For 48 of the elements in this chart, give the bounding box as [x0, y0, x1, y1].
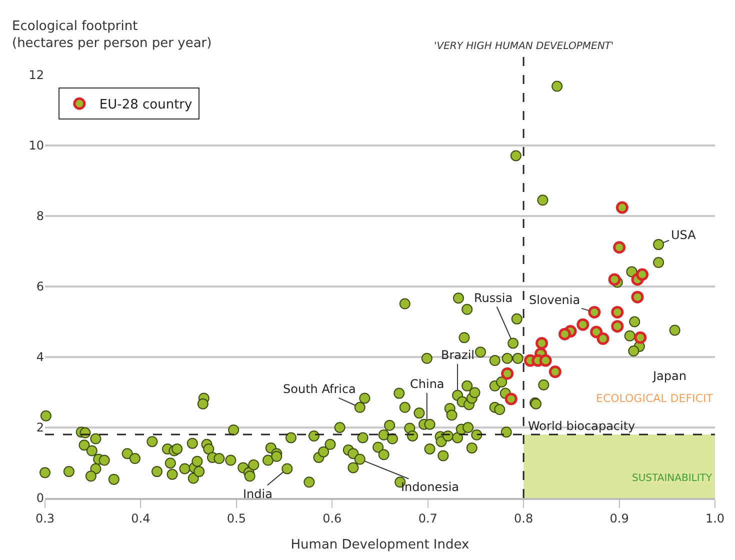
point	[548, 366, 562, 378]
y-axis-title: Ecological footprint (hectares per person per year)	[12, 19, 212, 51]
y-tick-label: 4	[36, 350, 44, 364]
annotation: India	[243, 487, 272, 501]
y-tick-label: 10	[28, 138, 44, 153]
point	[536, 337, 548, 350]
annotation: Brazil	[441, 348, 474, 362]
band-label: SUSTAINABILITY	[632, 473, 713, 484]
annotation: USA	[671, 228, 697, 242]
point	[616, 201, 628, 214]
x-tick-label: 0.5	[226, 511, 246, 526]
x-tick-label: 0.7	[418, 511, 438, 526]
annotation: Russia	[474, 291, 513, 305]
annotation: China	[410, 377, 444, 391]
ref-line-label: 'VERY HIGH HUMAN DEVELOPMENT'	[434, 41, 614, 52]
y-tick-label: 2	[36, 420, 44, 435]
point	[611, 320, 624, 333]
point	[504, 392, 518, 406]
point	[558, 328, 571, 340]
x-tick-label: 0.9	[610, 511, 629, 526]
point	[596, 332, 610, 345]
point	[588, 306, 601, 318]
y-tick-label: 12	[28, 68, 44, 82]
ref-line-label: World biocapacity	[528, 419, 636, 433]
point	[576, 318, 590, 331]
x-tick-label: 0.8	[514, 511, 534, 526]
x-axis-title: Human Development Index	[290, 538, 470, 552]
x-tick-label: 0.4	[131, 511, 150, 526]
annotation: Japan	[652, 369, 686, 383]
point	[539, 354, 552, 367]
annotation: ECOLOGICAL DEFICIT	[596, 392, 714, 405]
annotation: Indonesia	[401, 480, 460, 494]
y-tick-label: 6	[36, 280, 44, 294]
point	[611, 306, 624, 318]
x-tick-label: 0.6	[322, 511, 342, 526]
point	[501, 367, 514, 380]
annotation: South Africa	[283, 382, 356, 396]
x-tick-label: 1.0	[705, 511, 725, 526]
legend-label: EU-28 country	[99, 98, 193, 113]
x-tick-label: 0.3	[35, 511, 55, 526]
y-tick-label: 8	[36, 209, 44, 224]
point	[634, 331, 647, 344]
point	[608, 273, 621, 286]
point	[613, 241, 626, 254]
point	[631, 290, 644, 304]
point	[636, 268, 649, 281]
annotation: Slovenia	[529, 293, 580, 307]
y-tick-label: 0	[36, 491, 44, 506]
